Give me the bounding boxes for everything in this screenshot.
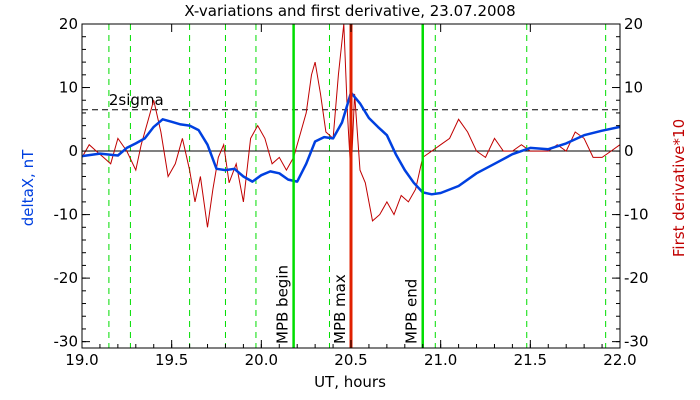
y-axis-right-label: First derivative*10: [670, 119, 688, 257]
mpb-begin-marker-label: MPB begin: [274, 265, 292, 344]
y-tick-label-left: 10: [59, 79, 78, 97]
x-tick-label: 19.5: [155, 351, 188, 369]
x-tick-label: 21.0: [424, 351, 457, 369]
y-axis-left-label: deltaX, nT: [19, 149, 37, 226]
mpb-max-marker-label: MPB max: [331, 274, 349, 344]
x-tick-label: 21.5: [514, 351, 547, 369]
chart-title: X-variations and first derivative, 23.07…: [184, 2, 515, 20]
x-tick-label: 19.0: [65, 351, 98, 369]
y-tick-label-left: -20: [54, 269, 79, 287]
x-tick-label: 20.0: [245, 351, 278, 369]
y-tick-label-right: -30: [624, 333, 649, 351]
y-tick-label-left: -10: [54, 206, 79, 224]
sigma-label: 2sigma: [109, 91, 164, 109]
y-tick-label-right: -10: [624, 206, 649, 224]
x-axis-label: UT, hours: [314, 373, 386, 391]
y-tick-label-left: 0: [68, 142, 78, 160]
y-tick-label-right: -20: [624, 269, 649, 287]
deltax-line: [81, 91, 621, 196]
x-tick-label: 20.5: [334, 351, 367, 369]
y-tick-label-right: 20: [624, 15, 643, 33]
mpb-end-marker-label: MPB end: [403, 279, 421, 344]
y-tick-label-left: 20: [59, 15, 78, 33]
y-tick-label-right: 10: [624, 79, 643, 97]
y-tick-label-left: -30: [54, 333, 79, 351]
plot-area: 2sigma MPB begin MPB max MPB end 19.0 19.5 20.…: [54, 15, 649, 369]
x-tick-label: 22.0: [603, 351, 636, 369]
y-tick-label-right: 0: [624, 142, 634, 160]
derivative-line: [81, 23, 621, 228]
